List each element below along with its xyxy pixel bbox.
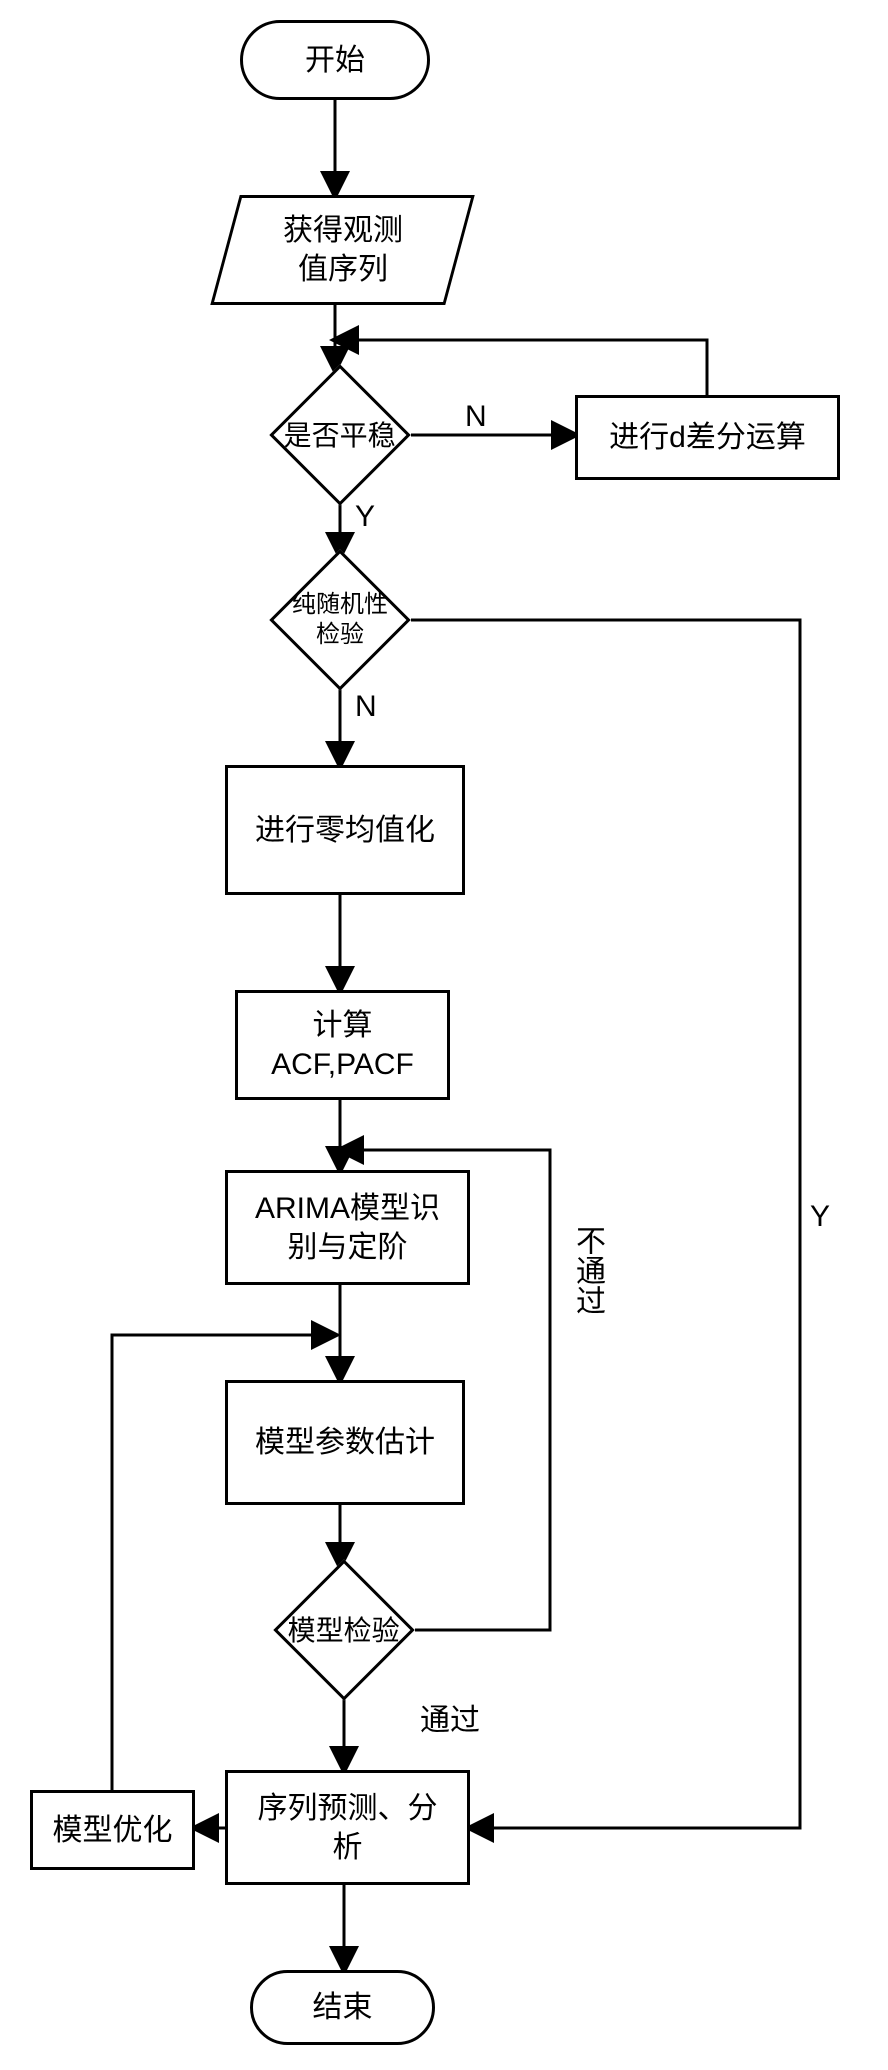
node-input-label: 获得观测值序列 — [283, 211, 403, 289]
node-diff-label: 进行d差分运算 — [609, 418, 806, 457]
edge-label-fail: 不通过 — [565, 1225, 609, 1315]
node-model-check-label: 模型检验 — [288, 1613, 400, 1648]
node-acfpacf: 计算ACF,PACF — [235, 990, 450, 1100]
node-random-test: 纯随机性检验 — [269, 549, 410, 690]
node-optimize: 模型优化 — [30, 1790, 195, 1870]
node-predict: 序列预测、分析 — [225, 1770, 470, 1885]
edge-label-y-stable: Y — [355, 500, 375, 534]
node-is-stable-label: 是否平稳 — [284, 418, 396, 453]
edge-label-n-stable: N — [465, 400, 487, 434]
node-random-test-label: 纯随机性检验 — [292, 590, 388, 650]
node-zeromean: 进行零均值化 — [225, 765, 465, 895]
node-identify: ARIMA模型识别与定阶 — [225, 1170, 470, 1285]
edge-label-pass: 通过 — [420, 1695, 480, 1739]
edge-label-n-random: N — [355, 690, 377, 724]
node-identify-label: ARIMA模型识别与定阶 — [255, 1189, 440, 1267]
edge-label-y-random: Y — [810, 1200, 830, 1234]
node-end-label: 结束 — [313, 1988, 373, 2027]
node-diff: 进行d差分运算 — [575, 395, 840, 480]
node-estimate-label: 模型参数估计 — [255, 1423, 435, 1462]
node-estimate: 模型参数估计 — [225, 1380, 465, 1505]
node-start: 开始 — [240, 20, 430, 100]
flowchart-canvas: 开始 获得观测值序列 是否平稳 进行d差分运算 纯随机性检验 进行零均值化 计算… — [0, 0, 888, 2070]
node-input: 获得观测值序列 — [210, 195, 474, 305]
node-end: 结束 — [250, 1970, 435, 2045]
node-acfpacf-label: 计算ACF,PACF — [271, 1006, 414, 1084]
node-zeromean-label: 进行零均值化 — [255, 811, 435, 850]
node-predict-label: 序列预测、分析 — [258, 1789, 438, 1867]
node-model-check: 模型检验 — [273, 1559, 414, 1700]
node-optimize-label: 模型优化 — [53, 1811, 173, 1850]
node-start-label: 开始 — [305, 41, 365, 80]
node-is-stable: 是否平稳 — [269, 364, 410, 505]
